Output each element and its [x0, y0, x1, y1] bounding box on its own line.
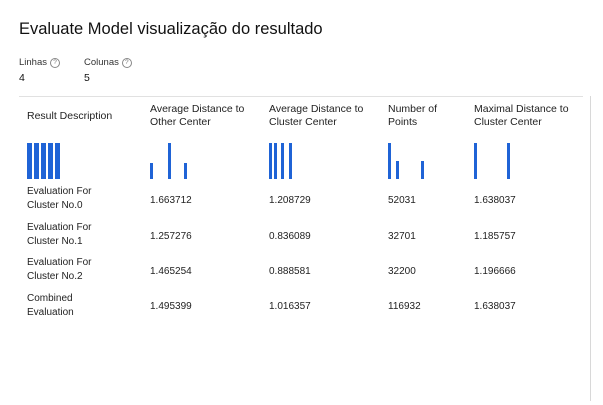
histogram-bar — [184, 163, 187, 179]
histogram-bar — [34, 143, 39, 179]
column-histogram — [150, 143, 188, 179]
cell-avg-distance-cluster-center: 0.888581 — [269, 266, 311, 277]
histogram-bar — [168, 143, 171, 179]
cell-max-distance-cluster-center: 1.638037 — [474, 301, 516, 312]
columns-value: 5 — [84, 72, 90, 84]
cell-result-description: Evaluation For Cluster No.1 — [27, 222, 92, 247]
column-histogram — [27, 143, 63, 179]
histogram-bar — [27, 143, 32, 179]
column-header-result-description[interactable]: Result Description — [27, 110, 113, 122]
help-icon[interactable]: ? — [50, 58, 60, 68]
histogram-bar — [269, 143, 272, 179]
histogram-bar — [388, 143, 391, 179]
cell-number-of-points: 32200 — [388, 266, 416, 277]
histogram-bar — [421, 161, 424, 179]
column-header-avg-distance-cluster-center[interactable]: Average Distance to Cluster Center — [269, 103, 364, 128]
column-header-avg-distance-other-center[interactable]: Average Distance to Other Center — [150, 103, 245, 128]
cell-avg-distance-cluster-center: 1.208729 — [269, 195, 311, 206]
histogram-bar — [474, 143, 477, 179]
column-histogram — [474, 143, 512, 179]
cell-result-description: Evaluation For Cluster No.2 — [27, 257, 92, 282]
column-header-number-of-points[interactable]: Number of Points — [388, 103, 438, 128]
cell-avg-distance-other-center: 1.257276 — [150, 231, 192, 242]
cell-avg-distance-other-center: 1.663712 — [150, 195, 192, 206]
histogram-bar — [274, 143, 277, 179]
cell-avg-distance-other-center: 1.495399 — [150, 301, 192, 312]
cell-max-distance-cluster-center: 1.638037 — [474, 195, 516, 206]
columns-stat: Colunas? — [84, 57, 132, 68]
page-title: Evaluate Model visualização do resultado — [19, 20, 323, 38]
histogram-bar — [281, 143, 284, 179]
rows-stat: Linhas? — [19, 57, 60, 68]
cell-number-of-points: 52031 — [388, 195, 416, 206]
columns-label: Colunas — [84, 57, 119, 68]
histogram-bar — [396, 161, 399, 179]
cell-result-description: Evaluation For Cluster No.0 — [27, 186, 92, 211]
rows-value: 4 — [19, 72, 25, 84]
histogram-bar — [289, 143, 292, 179]
cell-result-description: Combined Evaluation — [27, 293, 74, 318]
cell-avg-distance-other-center: 1.465254 — [150, 266, 192, 277]
histogram-bar — [150, 163, 153, 179]
cell-max-distance-cluster-center: 1.185757 — [474, 231, 516, 242]
histogram-bar — [48, 143, 53, 179]
rows-label: Linhas — [19, 57, 47, 68]
cell-avg-distance-cluster-center: 1.016357 — [269, 301, 311, 312]
help-icon[interactable]: ? — [121, 58, 132, 68]
column-histogram — [269, 143, 292, 179]
histogram-bar — [41, 143, 46, 179]
histogram-bar — [507, 143, 510, 179]
column-histogram — [388, 143, 426, 179]
cell-number-of-points: 32701 — [388, 231, 416, 242]
cell-max-distance-cluster-center: 1.196666 — [474, 266, 516, 277]
cell-avg-distance-cluster-center: 0.836089 — [269, 231, 311, 242]
histogram-bar — [55, 143, 60, 179]
header-divider — [19, 96, 583, 97]
scrollbar-track[interactable] — [590, 96, 591, 401]
column-header-max-distance-cluster-center[interactable]: Maximal Distance to Cluster Center — [474, 103, 569, 128]
cell-number-of-points: 116932 — [388, 301, 421, 312]
